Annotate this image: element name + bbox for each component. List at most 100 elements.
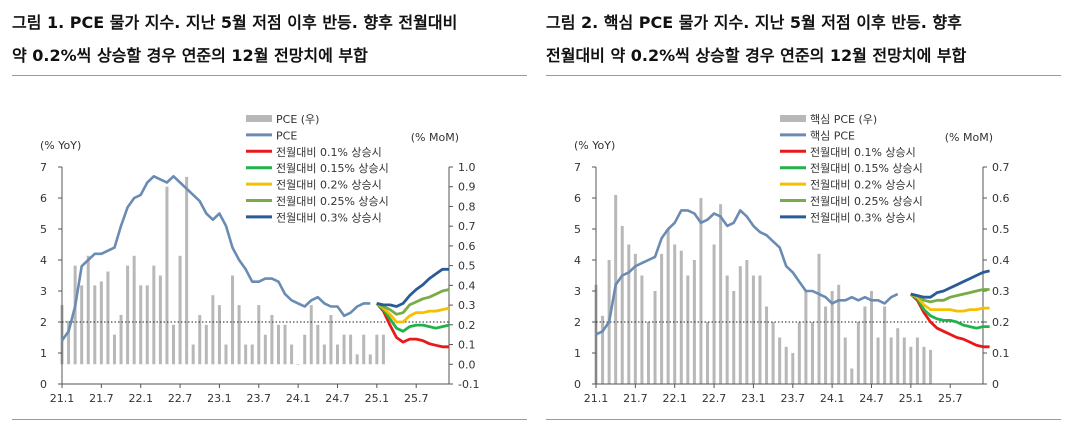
pce-legend-label: 전월대비 0.3% 상승시 xyxy=(276,211,382,224)
pce-mom-bar xyxy=(67,320,71,365)
figure-1-bottom-rule xyxy=(12,419,527,420)
core-pce-mom-bar xyxy=(843,337,847,384)
core-pce-mom-bar xyxy=(896,328,900,384)
core-pce-mom-bar xyxy=(758,275,762,384)
pce-left-tick-label: 2 xyxy=(40,316,47,329)
pce-legend-label: PCE (우) xyxy=(276,113,319,126)
pce-x-tick-label: 24.1 xyxy=(286,392,311,405)
pce-mom-bar xyxy=(355,354,359,365)
core-pce-right-tick-label: 0.5 xyxy=(992,223,1010,236)
figure-2-title-line-2: 전월대비 약 0.2%씩 상승할 경우 연준의 12월 전망치에 부합 xyxy=(546,46,967,65)
core-pce-mom-bar xyxy=(765,306,769,384)
pce-mom-bar xyxy=(375,334,379,365)
pce-legend-label: 전월대비 0.2% 상승시 xyxy=(276,179,382,192)
core-pce-mom-bar xyxy=(751,275,755,384)
core-pce-mom-bar xyxy=(902,337,906,384)
pce-mom-bar xyxy=(362,334,366,365)
pce-mom-bar xyxy=(381,334,385,365)
pce-right-tick-label: 1.0 xyxy=(458,161,476,174)
core-pce-mom-bar xyxy=(725,275,729,384)
core-pce-mom-bar xyxy=(883,306,887,384)
core-pce-mom-bar xyxy=(640,275,644,384)
core-pce-mom-bar xyxy=(791,353,795,384)
pce-chart: 0 1 2 3 4 5 6 7 -0.1 0.0 0.1 0.2 0.3 0.4 0.5 0.6 0.7 0.8 0… xyxy=(40,113,479,405)
core-pce-legend-swatch xyxy=(780,115,806,122)
core-pce-x-tick-label: 23.7 xyxy=(781,392,806,405)
core-pce-mom-bar xyxy=(915,337,919,384)
pce-mom-bar xyxy=(73,265,77,365)
pce-bars xyxy=(60,176,385,365)
pce-left-tick-label: 4 xyxy=(40,254,47,267)
figure-2-title-line-1: 그림 2. 핵심 PCE 물가 지수. 지난 5월 저점 이후 반등. 향후 xyxy=(546,13,962,32)
core-pce-left-tick-label: 0 xyxy=(574,378,581,391)
figure-2-bottom-rule xyxy=(546,419,1061,420)
pce-mom-bar xyxy=(322,344,326,365)
pce-left-axis-label: (% YoY) xyxy=(40,139,81,152)
core-pce-mom-bar xyxy=(719,204,723,384)
pce-right-tick-label: 0.5 xyxy=(458,260,476,273)
pce-mom-bar xyxy=(257,305,261,365)
pce-mom-bar xyxy=(270,314,274,365)
core-pce-mom-bar xyxy=(876,337,880,384)
pce-mom-bar xyxy=(145,285,149,365)
pce-right-tick-label: 0.6 xyxy=(458,240,476,253)
pce-x-tick-label: 21.1 xyxy=(50,392,75,405)
pce-right-tick-label: 0.1 xyxy=(458,339,476,352)
pce-mom-bar xyxy=(217,305,221,365)
pce-mom-bar xyxy=(290,344,294,365)
figure-2: 그림 2. 핵심 PCE 물가 지수. 지난 5월 저점 이후 반등. 향후 전… xyxy=(546,0,1066,426)
core-pce-mom-bar xyxy=(797,322,801,384)
pce-mom-bar xyxy=(224,344,228,365)
core-pce-scenario-line-s01 xyxy=(909,293,990,349)
pce-x-tick-label: 25.7 xyxy=(404,392,429,405)
pce-x-tick-label: 23.7 xyxy=(247,392,272,405)
pce-mom-bar xyxy=(204,324,208,365)
pce-mom-bar xyxy=(106,271,110,365)
core-pce-mom-bar xyxy=(673,244,677,384)
pce-right-tick-label: 0.8 xyxy=(458,200,476,213)
core-pce-x-tick-label: 21.1 xyxy=(584,392,609,405)
pce-x-tick-label: 25.1 xyxy=(365,392,390,405)
core-pce-mom-bar xyxy=(869,291,873,384)
pce-left-tick-label: 0 xyxy=(40,378,47,391)
pce-mom-bar xyxy=(152,265,156,365)
pce-right-tick-label: 0.4 xyxy=(458,279,476,292)
pce-legend-swatch xyxy=(246,115,272,122)
pce-right-tick-label: 0.3 xyxy=(458,299,476,312)
core-pce-legend-label: 핵심 PCE (우) xyxy=(810,113,877,126)
pce-mom-bar xyxy=(119,314,123,365)
core-pce-left-tick-label: 7 xyxy=(574,161,581,174)
pce-mom-bar xyxy=(368,354,372,365)
core-pce-x-tick-label: 23.1 xyxy=(741,392,766,405)
core-pce-mom-bar xyxy=(732,291,736,384)
pce-right-tick-label: 0.0 xyxy=(458,358,476,371)
pce-scenario-line-s015 xyxy=(375,302,450,333)
pce-right-tick-label: -0.1 xyxy=(458,378,479,391)
core-pce-mom-bar xyxy=(830,291,834,384)
core-pce-right-tick-label: 0.4 xyxy=(992,254,1010,267)
figure-1: 그림 1. PCE 물가 지수. 지난 5월 저점 이후 반등. 향후 전월대비… xyxy=(12,0,532,426)
core-pce-left-tick-label: 4 xyxy=(574,254,581,267)
pce-mom-bar xyxy=(80,285,84,365)
core-pce-mom-bar xyxy=(909,346,913,384)
core-pce-x-tick-label: 25.1 xyxy=(899,392,924,405)
core-pce-legend-label: 핵심 PCE xyxy=(810,129,855,142)
core-pce-mom-bar xyxy=(653,291,657,384)
pce-mom-bar xyxy=(335,344,339,365)
figure-1-title: 그림 1. PCE 물가 지수. 지난 5월 저점 이후 반등. 향후 전월대비… xyxy=(12,6,527,72)
core-pce-legend-label: 전월대비 0.15% 상승시 xyxy=(810,162,923,175)
core-pce-left-tick-label: 2 xyxy=(574,316,581,329)
core-pce-right-tick-label: 0.7 xyxy=(992,161,1010,174)
pce-right-tick-label: 0.9 xyxy=(458,181,476,194)
core-pce-right-tick-label: 0.3 xyxy=(992,285,1010,298)
core-pce-mom-bar xyxy=(633,253,637,384)
pce-right-axis-label: (% MoM) xyxy=(411,131,459,144)
pce-right-tick-label: 0.7 xyxy=(458,220,476,233)
pce-x-tick-label: 24.7 xyxy=(325,392,350,405)
pce-left-tick-label: 3 xyxy=(40,285,47,298)
core-pce-mom-bar xyxy=(922,346,926,384)
core-pce-mom-bar xyxy=(784,346,788,384)
core-pce-mom-bar xyxy=(856,322,860,384)
core-pce-mom-bar xyxy=(824,306,828,384)
